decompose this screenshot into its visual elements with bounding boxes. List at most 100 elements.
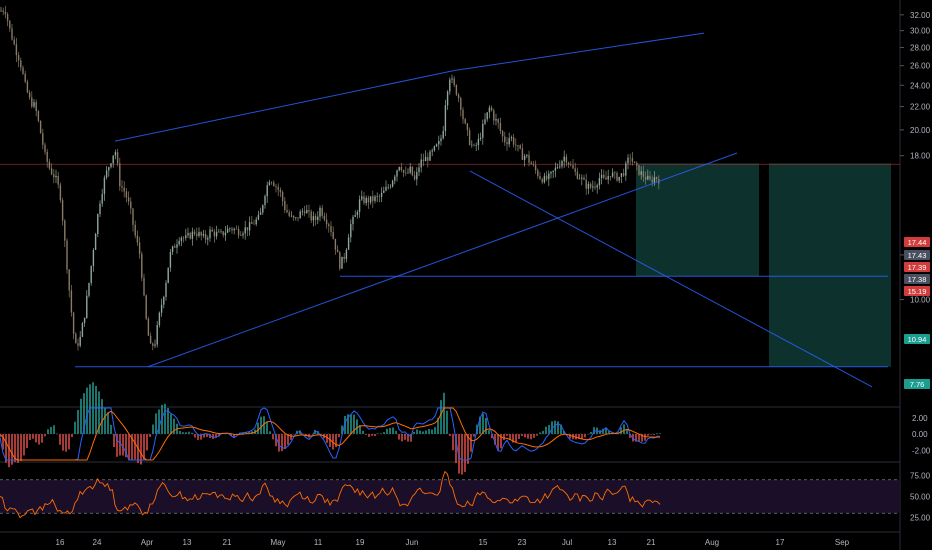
rsi-tick-label: 75.00 [910, 472, 931, 481]
macd-histogram-bar [455, 434, 457, 464]
macd-histogram-bar [512, 434, 514, 443]
position-boxes[interactable] [636, 163, 891, 367]
price-tick-label: 18.00 [910, 152, 931, 161]
candle-body [332, 231, 334, 239]
candle-body [352, 216, 354, 225]
macd-histogram-bar [41, 434, 43, 443]
candle-body [48, 161, 51, 169]
candle-body [284, 200, 286, 211]
candle-body [356, 212, 359, 216]
candle-body [24, 73, 26, 82]
macd-histogram-bar [440, 400, 442, 434]
macd-histogram-bar [503, 434, 505, 441]
candle-body [237, 228, 240, 236]
candle-body [389, 186, 392, 188]
candle-body [268, 182, 271, 186]
macd-histogram-bar [344, 415, 346, 434]
candle-body [446, 91, 449, 106]
macd-histogram-bar [410, 434, 412, 442]
candle-body [108, 167, 110, 171]
candle-body [229, 228, 231, 229]
candle-body [468, 130, 471, 145]
position-box [769, 163, 891, 367]
macd-histogram-bar [530, 434, 532, 440]
candle-body [361, 196, 363, 200]
macd-histogram-bar [263, 416, 265, 434]
candle-body [220, 231, 222, 232]
candle-body [169, 252, 172, 268]
candle-body [341, 256, 343, 269]
trendlines[interactable] [75, 32, 888, 388]
candle-body [385, 187, 387, 191]
macd-histogram-bar [437, 417, 439, 434]
candle-body [136, 235, 139, 243]
candle-body [116, 152, 119, 164]
price-tick-label: 24.00 [910, 81, 931, 90]
macd-histogram-bar [602, 428, 604, 434]
macd-histogram-bar [641, 434, 643, 442]
candle-body [325, 219, 328, 225]
candle-body [444, 105, 447, 131]
macd-histogram-bar [500, 434, 502, 449]
candle-body [303, 211, 306, 214]
candle-body [378, 196, 381, 197]
macd-histogram-bar [431, 429, 433, 434]
macd-histogram-bar [542, 430, 544, 434]
macd-histogram-bar [185, 432, 187, 434]
macd-histogram-bar [269, 431, 271, 434]
macd-histogram-bar [47, 429, 49, 434]
candle-body [101, 194, 103, 204]
candle-body [471, 144, 473, 146]
time-tick-label: 11 [314, 538, 323, 547]
candle-body [281, 192, 284, 201]
candle-body [372, 196, 374, 201]
macd-histogram-bar [8, 434, 10, 468]
candle-body [528, 154, 530, 163]
candle-body [651, 179, 653, 183]
candle-body [11, 28, 13, 40]
trendline [454, 32, 705, 71]
macd-histogram-bar [110, 424, 112, 434]
price-badge [904, 274, 930, 284]
macd-histogram-bar [101, 399, 103, 434]
candle-body [323, 215, 326, 220]
candle-body [138, 242, 141, 254]
macd-histogram-bar [350, 414, 352, 434]
candle-body [554, 167, 557, 171]
candle-body [207, 238, 209, 240]
candle-body [61, 200, 64, 221]
macd-histogram-bar [563, 431, 565, 434]
candle-body [490, 107, 493, 111]
macd-histogram-bar [44, 434, 46, 437]
candle-body [121, 186, 123, 188]
macd-histogram-bar [38, 434, 40, 445]
macd-histogram-bar [134, 434, 136, 460]
candle-body [160, 304, 163, 313]
macd-histogram-bar [653, 434, 655, 435]
candle-body [402, 170, 405, 173]
candle-body [499, 122, 502, 132]
candle-body [501, 131, 504, 137]
macd-histogram-bar [443, 392, 445, 434]
candle-body [534, 165, 537, 171]
macd-histogram-bar [488, 430, 490, 434]
candle-body [462, 109, 464, 120]
candle-body [35, 102, 37, 112]
macd-histogram-bar [608, 431, 610, 434]
macd-histogram-bar [407, 434, 409, 442]
macd-histogram-bar [593, 427, 595, 434]
candle-body [152, 343, 154, 346]
macd-histogram-bar [365, 434, 367, 435]
candle-body [416, 172, 418, 180]
candle-body [442, 130, 444, 139]
candle-body [193, 231, 196, 234]
candle-body [526, 154, 528, 156]
candle-body [53, 174, 55, 178]
macd-histogram-bar [482, 413, 484, 434]
macd-histogram-bar [116, 434, 118, 457]
candle-body [68, 269, 70, 291]
price-tick-label: 28.00 [910, 44, 931, 53]
candle-body [618, 176, 620, 181]
time-tick-label: 15 [479, 538, 488, 547]
